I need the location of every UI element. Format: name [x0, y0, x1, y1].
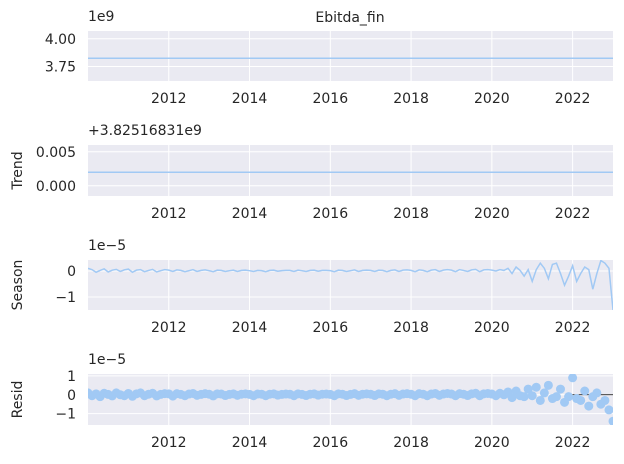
y-tick-label: −1: [55, 407, 76, 423]
resid-point: [535, 395, 545, 405]
x-tick-label: 2016: [312, 91, 348, 107]
x-tick-label: 2012: [151, 91, 187, 107]
x-tick-label: 2018: [393, 206, 429, 222]
panel-trend: 2012 2014 2016 2018 2020 2022 0.000 0.005 +3.825…: [10, 123, 613, 222]
x-tick-label: 2022: [555, 91, 591, 107]
x-tick-label: 2022: [555, 206, 591, 222]
resid-point: [539, 388, 549, 398]
x-tick-label: 2016: [312, 435, 348, 451]
resid-point: [580, 386, 590, 396]
x-tick-label: 2020: [474, 320, 510, 336]
y-tick-label: 0: [67, 388, 76, 404]
x-tick-label: 2022: [555, 435, 591, 451]
y-tick-label: 4.00: [45, 32, 76, 48]
panel-observed: 2012 2014 2016 2018 2020 2022 3.75 4.00 1e9: [45, 9, 613, 107]
y-tick-label: −1: [55, 290, 76, 306]
x-tick-label: 2012: [151, 435, 187, 451]
x-tick-label: 2014: [232, 435, 268, 451]
resid-point: [531, 382, 541, 392]
resid-point: [600, 395, 610, 405]
plot-area: [88, 145, 613, 196]
resid-point: [519, 392, 529, 402]
x-tick-label: 2012: [151, 320, 187, 336]
y-axis-label: Trend: [10, 151, 26, 190]
x-tick-label: 2020: [474, 206, 510, 222]
plot-content: [88, 260, 613, 310]
axis-offset-label: 1e−5: [88, 352, 126, 368]
resid-point: [507, 393, 517, 403]
x-tick-label: 2012: [151, 206, 187, 222]
y-tick-label: 0.005: [36, 145, 76, 161]
axis-offset-label: 1e−5: [88, 238, 126, 254]
y-axis-label: Resid: [10, 381, 26, 419]
resid-point: [523, 384, 533, 394]
plot-content: [88, 374, 613, 425]
resid-point: [543, 380, 553, 390]
x-tick-label: 2020: [474, 435, 510, 451]
resid-point: [564, 392, 574, 402]
resid-point: [604, 405, 613, 415]
y-tick-label: 0: [67, 264, 76, 280]
y-tick-label: 3.75: [45, 60, 76, 76]
season-line: [88, 260, 613, 310]
axis-offset-label: 1e9: [88, 9, 114, 25]
resid-point: [527, 391, 537, 401]
resid-point: [576, 395, 586, 405]
panel-season: 2012 2014 2016 2018 2020 2022 0 −1 1e−5 Season: [10, 238, 613, 336]
plot-area: [88, 260, 613, 310]
x-tick-label: 2016: [312, 320, 348, 336]
x-tick-label: 2014: [232, 206, 268, 222]
resid-point: [568, 374, 578, 383]
x-tick-label: 2018: [393, 320, 429, 336]
x-tick-label: 2014: [232, 320, 268, 336]
resid-point: [556, 384, 565, 394]
chart-title: Ebitda_fin: [315, 10, 384, 26]
resid-point: [608, 416, 613, 425]
x-tick-label: 2022: [555, 320, 591, 336]
resid-point: [551, 392, 561, 402]
y-axis-label: Season: [10, 260, 26, 311]
x-tick-label: 2018: [393, 91, 429, 107]
x-tick-label: 2018: [393, 435, 429, 451]
x-tick-label: 2020: [474, 91, 510, 107]
y-tick-label: 1: [67, 369, 76, 385]
axis-offset-label: +3.82516831e9: [88, 123, 202, 139]
plot-area: [88, 31, 613, 81]
y-tick-label: 0.000: [36, 179, 76, 195]
resid-point: [584, 401, 594, 411]
panel-resid: 2012 2014 2016 2018 2020 2022 1 0 −1 1e−5 Resid: [10, 352, 613, 451]
x-tick-label: 2016: [312, 206, 348, 222]
resid-point: [592, 388, 602, 398]
x-tick-label: 2014: [232, 91, 268, 107]
